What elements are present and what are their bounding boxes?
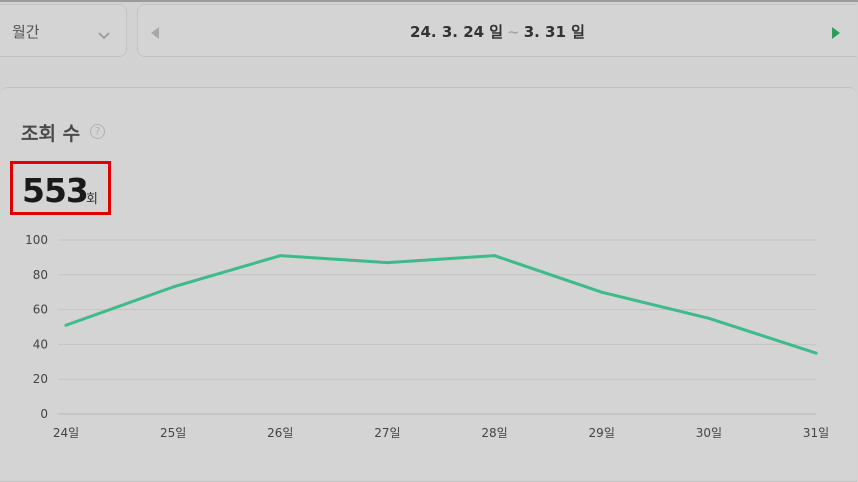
data-point[interactable]	[385, 261, 389, 265]
y-tick-label: 40	[33, 337, 48, 351]
date-navigator: 24. 3. 24 일 ~3. 31 일	[137, 4, 857, 57]
y-tick-label: 100	[25, 233, 48, 247]
date-range-start: 24. 3. 24 일	[410, 23, 504, 41]
total-views-unit: 회	[86, 192, 98, 207]
period-select-value: 월간	[12, 23, 40, 41]
data-point[interactable]	[600, 290, 604, 294]
date-range-end: 3. 31 일	[523, 23, 585, 41]
data-point[interactable]	[707, 316, 711, 320]
data-point[interactable]	[493, 254, 497, 258]
y-tick-label: 60	[33, 303, 48, 317]
x-tick-label: 24일	[53, 426, 79, 440]
x-tick-label: 30일	[696, 426, 722, 440]
card-title: 조회 수	[21, 123, 81, 145]
question-circle-icon[interactable]: ?	[90, 124, 105, 139]
data-point[interactable]	[814, 351, 818, 355]
x-tick-label: 28일	[481, 426, 507, 440]
next-period-icon[interactable]	[831, 24, 841, 43]
x-tick-label: 25일	[160, 426, 186, 440]
views-card	[0, 87, 857, 482]
date-range: 24. 3. 24 일 ~3. 31 일	[138, 21, 857, 42]
total-views-value: 553	[22, 171, 89, 210]
series-line	[64, 254, 818, 355]
x-tick-label: 31일	[803, 426, 829, 440]
chevron-down-icon	[98, 25, 110, 44]
data-point[interactable]	[171, 285, 175, 289]
prev-period-icon[interactable]	[150, 24, 160, 43]
date-range-separator: ~	[507, 23, 520, 41]
views-line-chart: 0 20 40 60 80 100 24일 25일 26일 27일 28일 29일 30일 31일	[25, 233, 829, 440]
total-views-highlight: 553 회	[10, 161, 111, 215]
x-tick-label: 27일	[374, 426, 400, 440]
data-point[interactable]	[64, 323, 68, 327]
period-select[interactable]: 월간	[0, 4, 127, 57]
top-border	[0, 0, 858, 2]
data-point[interactable]	[278, 254, 282, 258]
x-tick-label: 26일	[267, 426, 293, 440]
y-tick-label: 80	[33, 268, 48, 282]
x-tick-label: 29일	[589, 426, 615, 440]
y-tick-label: 0	[40, 407, 48, 421]
y-tick-label: 20	[33, 372, 48, 386]
